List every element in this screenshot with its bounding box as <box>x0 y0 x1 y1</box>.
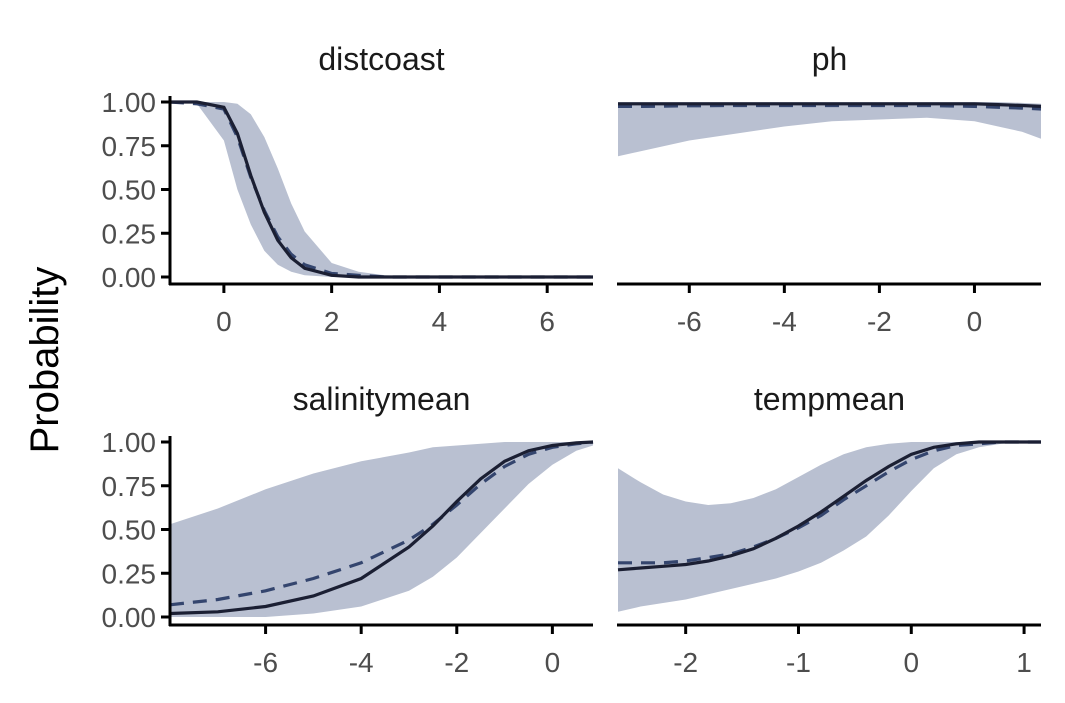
mean-line-distcoast <box>170 100 593 279</box>
x-tick-label: 0 <box>967 306 983 337</box>
panel-distcoast: 0 2 4 6 0.00 0.25 0.50 0.75 1.00 distcoast <box>102 41 593 337</box>
x-tick-label: -4 <box>349 647 374 678</box>
y-tick-label: 0.50 <box>102 175 157 206</box>
mean-line-salinitymean <box>169 440 594 616</box>
y-tick-label: 0.25 <box>102 218 157 249</box>
x-tick-label: 6 <box>539 306 555 337</box>
panel-tempmean: -2 -1 0 1 tempmean <box>617 381 1041 678</box>
x-tick-label: 0 <box>216 306 232 337</box>
dashed-line-ph <box>618 103 1042 111</box>
facet-panels: 0 2 4 6 0.00 0.25 0.50 0.75 1.00 distcoast -6 -4 -2 0… <box>102 41 1042 678</box>
mean-line-tempmean <box>617 440 1041 572</box>
dashed-line-salinitymean <box>169 440 594 607</box>
y-tick-label: 1.00 <box>102 87 157 118</box>
y-tick-label: 0.50 <box>102 515 157 546</box>
x-tick-label: -6 <box>677 306 702 337</box>
y-tick-label: 0.75 <box>102 471 157 502</box>
x-tick-label: -2 <box>444 647 469 678</box>
y-tick-label: 1.00 <box>102 427 157 458</box>
facet-title: salinitymean <box>293 381 471 417</box>
x-tick-label: -6 <box>253 647 278 678</box>
x-tick-label: -4 <box>772 306 797 337</box>
mean-line-ph <box>618 102 1042 108</box>
x-tick-label: 2 <box>324 306 340 337</box>
facet-title: distcoast <box>318 41 444 77</box>
credible-band-ph <box>618 102 1041 157</box>
panel-ph: -6 -4 -2 0 ph <box>617 41 1042 337</box>
credible-band-tempmean <box>618 442 1041 612</box>
credible-band-salinitymean <box>170 442 593 617</box>
facet-title: tempmean <box>754 381 905 417</box>
y-tick-label: 0.25 <box>102 558 157 589</box>
x-tick-label: -1 <box>786 647 811 678</box>
y-axis-label: Probability <box>23 267 67 454</box>
x-tick-label: 0 <box>903 647 919 678</box>
y-tick-label: 0.00 <box>102 262 157 293</box>
dashed-line-tempmean <box>618 440 1041 565</box>
x-tick-label: -2 <box>673 647 698 678</box>
x-tick-label: 4 <box>432 306 448 337</box>
facet-title: ph <box>812 41 848 77</box>
x-tick-label: -2 <box>867 306 892 337</box>
panel-salinitymean: -6 -4 -2 0 0.00 0.25 0.50 0.75 1.00 salinitymean <box>102 381 594 678</box>
y-tick-label: 0.75 <box>102 131 157 162</box>
y-tick-label: 0.00 <box>102 602 157 633</box>
x-tick-label: 1 <box>1016 647 1032 678</box>
x-tick-label: 0 <box>545 647 561 678</box>
